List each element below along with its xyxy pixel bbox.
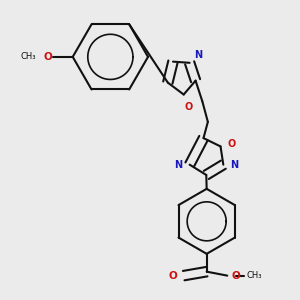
Text: O: O (228, 139, 236, 149)
Text: CH₃: CH₃ (246, 271, 262, 280)
Text: N: N (174, 160, 182, 170)
Text: O: O (184, 102, 193, 112)
Text: O: O (169, 271, 178, 281)
Text: CH₃: CH₃ (20, 52, 36, 62)
Text: O: O (44, 52, 52, 62)
Text: O: O (231, 271, 240, 281)
Text: N: N (230, 160, 238, 170)
Text: N: N (194, 50, 202, 60)
